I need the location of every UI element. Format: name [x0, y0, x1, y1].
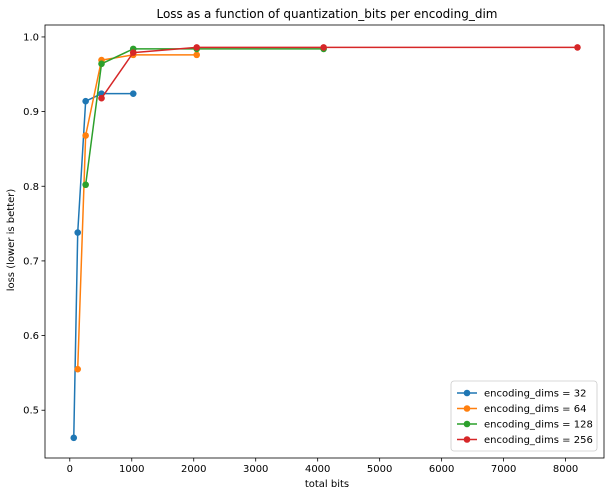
legend-label-3: encoding_dims = 256 [484, 435, 593, 446]
data-point-2-1 [98, 60, 105, 68]
legend-box [450, 380, 598, 452]
x-axis-label: total bits [305, 479, 349, 490]
data-point-3-0 [98, 94, 105, 102]
x-tick-label-6: 6000 [429, 464, 454, 475]
data-point-2-0 [82, 181, 89, 189]
y-tick-label-5: 1.0 [23, 32, 39, 43]
data-point-3-1 [129, 49, 137, 56]
legend-marker-2 [463, 420, 471, 428]
y-tick-label-4: 0.9 [23, 107, 39, 118]
y-tick-label-3: 0.8 [23, 182, 39, 193]
data-point-1-0 [74, 365, 82, 373]
plot-area [70, 44, 581, 442]
legend: encoding_dims = 32 encoding_dims = 64 enco… [450, 380, 598, 452]
y-tick-label-0: 0.5 [23, 406, 39, 417]
data-point-0-4 [129, 90, 137, 97]
x-tick-label-4: 4000 [305, 464, 330, 475]
x-tick-label-5: 5000 [367, 464, 392, 475]
data-point-3-3 [320, 44, 327, 51]
plot-frame [44, 24, 605, 459]
legend-label-2: encoding_dims = 128 [484, 420, 593, 431]
x-tick-label-7: 7000 [491, 464, 516, 475]
y-tick-label-1: 0.6 [23, 331, 39, 342]
y-tick-label-2: 0.7 [23, 256, 39, 267]
x-tick-label-2: 2000 [181, 464, 206, 475]
series-line-0 [73, 92, 134, 438]
x-tick-label-1: 1000 [119, 464, 144, 475]
legend-marker-3 [463, 436, 471, 443]
x-tick-label-8: 8000 [553, 464, 578, 475]
data-point-0-1 [74, 229, 82, 236]
data-point-3-4 [574, 44, 581, 51]
chart-title: Loss as a function of quantization_bits … [156, 7, 497, 21]
legend-label-1: encoding_dims = 64 [484, 404, 586, 415]
legend-marker-1 [463, 405, 471, 412]
data-point-1-1 [82, 132, 89, 139]
y-axis-label: loss (lower is better) [6, 189, 17, 292]
data-point-0-0 [70, 434, 78, 442]
data-point-1-4 [193, 51, 201, 59]
data-point-3-2 [193, 44, 201, 51]
legend-marker-0 [463, 389, 471, 397]
legend-label-0: encoding_dims = 32 [484, 389, 586, 400]
x-tick-label-0: 0 [67, 464, 73, 475]
x-tick-label-3: 3000 [243, 464, 268, 475]
data-point-0-2 [82, 97, 89, 105]
series-line-1 [76, 54, 197, 370]
axes: 0 1000 2000 3000 4000 5000 6000 7000 8000 0.5 0.6 0… [23, 24, 605, 475]
